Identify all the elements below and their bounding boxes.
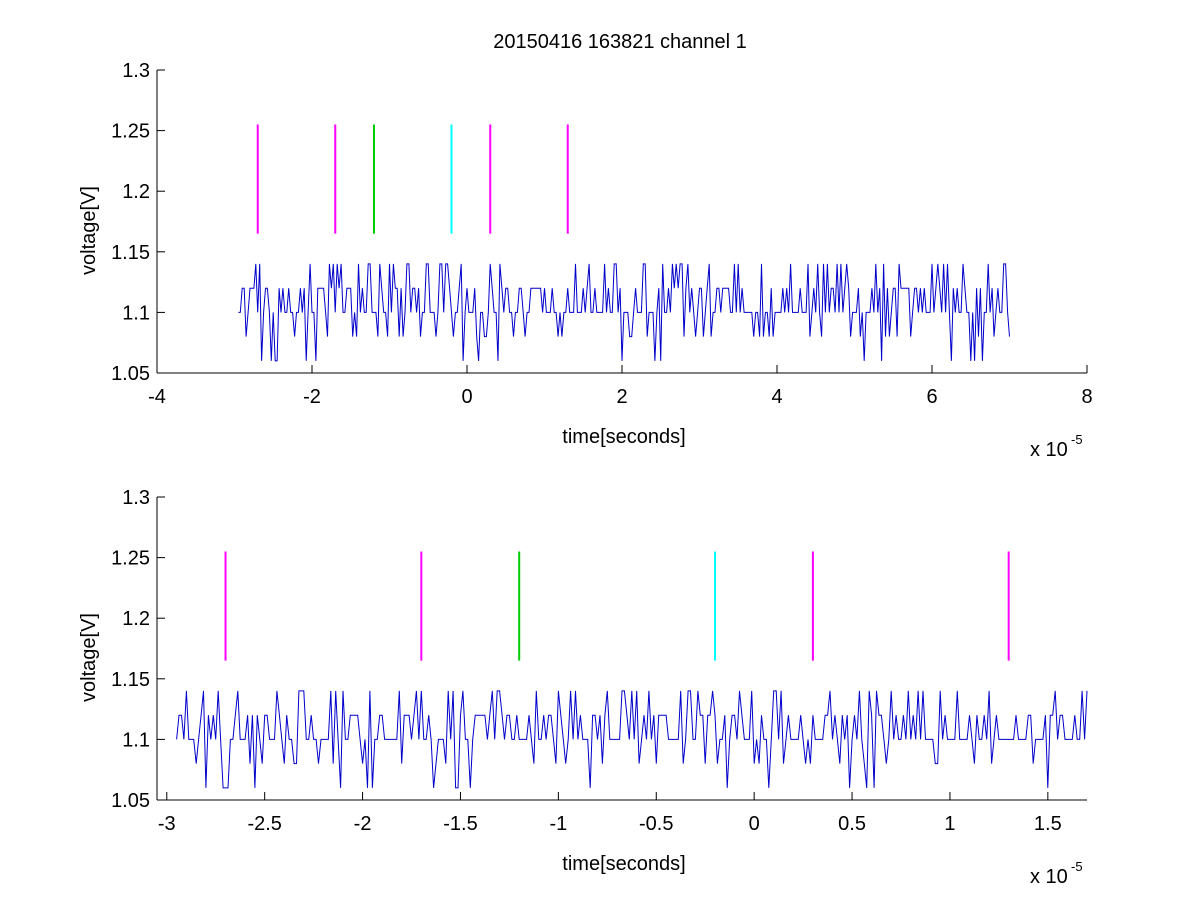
x-exponent-power: -5 bbox=[1071, 432, 1083, 447]
x-tick-label: 4 bbox=[771, 386, 782, 408]
x-tick-label: 1 bbox=[944, 813, 955, 835]
y-tick-label: 1.05 bbox=[111, 790, 150, 812]
y-tick-label: 1.25 bbox=[111, 121, 150, 143]
x-tick-label: -2 bbox=[354, 813, 372, 835]
x-tick-label: -1 bbox=[549, 813, 567, 835]
x-tick-label: 0 bbox=[461, 386, 472, 408]
y-tick-label: 1.15 bbox=[111, 242, 150, 264]
x-exponent-power: -5 bbox=[1071, 859, 1083, 874]
x-tick-label: -2.5 bbox=[247, 813, 281, 835]
figure-title: 20150416 163821 channel 1 bbox=[493, 31, 747, 53]
x-tick-label: 0.5 bbox=[838, 813, 866, 835]
voltage-trace bbox=[176, 690, 1088, 789]
x-axis-label: time[seconds] bbox=[562, 853, 685, 875]
y-tick-label: 1.15 bbox=[111, 669, 150, 691]
y-axis-label: voltage[V] bbox=[78, 186, 100, 275]
x-exponent-label: x 10 bbox=[1030, 439, 1068, 461]
voltage-trace bbox=[238, 263, 1010, 362]
x-tick-label: 0 bbox=[749, 813, 760, 835]
bottom-plot: -3 -2.5 -2 -1.5 -1 -0.5 0 0.5 1 1.5 1.05 1.1 1.15 1.2… bbox=[78, 487, 1088, 888]
y-tick-label: 1.05 bbox=[111, 363, 150, 385]
x-tick-label: -2 bbox=[303, 386, 321, 408]
x-tick-label: -0.5 bbox=[639, 813, 673, 835]
x-tick-label: 8 bbox=[1081, 386, 1092, 408]
x-tick-label: -3 bbox=[158, 813, 176, 835]
x-exponent-label: x 10 bbox=[1030, 866, 1068, 888]
y-tick-label: 1.1 bbox=[122, 302, 150, 324]
x-tick-label: -4 bbox=[148, 386, 166, 408]
y-tick-label: 1.2 bbox=[122, 608, 150, 630]
y-tick-label: 1.2 bbox=[122, 181, 150, 203]
y-tick-label: 1.25 bbox=[111, 548, 150, 570]
x-axis-label: time[seconds] bbox=[562, 426, 685, 448]
y-tick-label: 1.3 bbox=[122, 487, 150, 509]
x-tick-label: 6 bbox=[926, 386, 937, 408]
x-tick-label: 2 bbox=[616, 386, 627, 408]
y-tick-label: 1.1 bbox=[122, 729, 150, 751]
x-tick-label: 1.5 bbox=[1034, 813, 1062, 835]
y-axis-label: voltage[V] bbox=[78, 613, 100, 702]
x-tick-label: -1.5 bbox=[443, 813, 477, 835]
y-tick-label: 1.3 bbox=[122, 60, 150, 82]
top-plot: -4 -2 0 2 4 6 8 1.05 1.1 1.15 1.2 1.25 1.3 time[secon… bbox=[78, 60, 1093, 461]
